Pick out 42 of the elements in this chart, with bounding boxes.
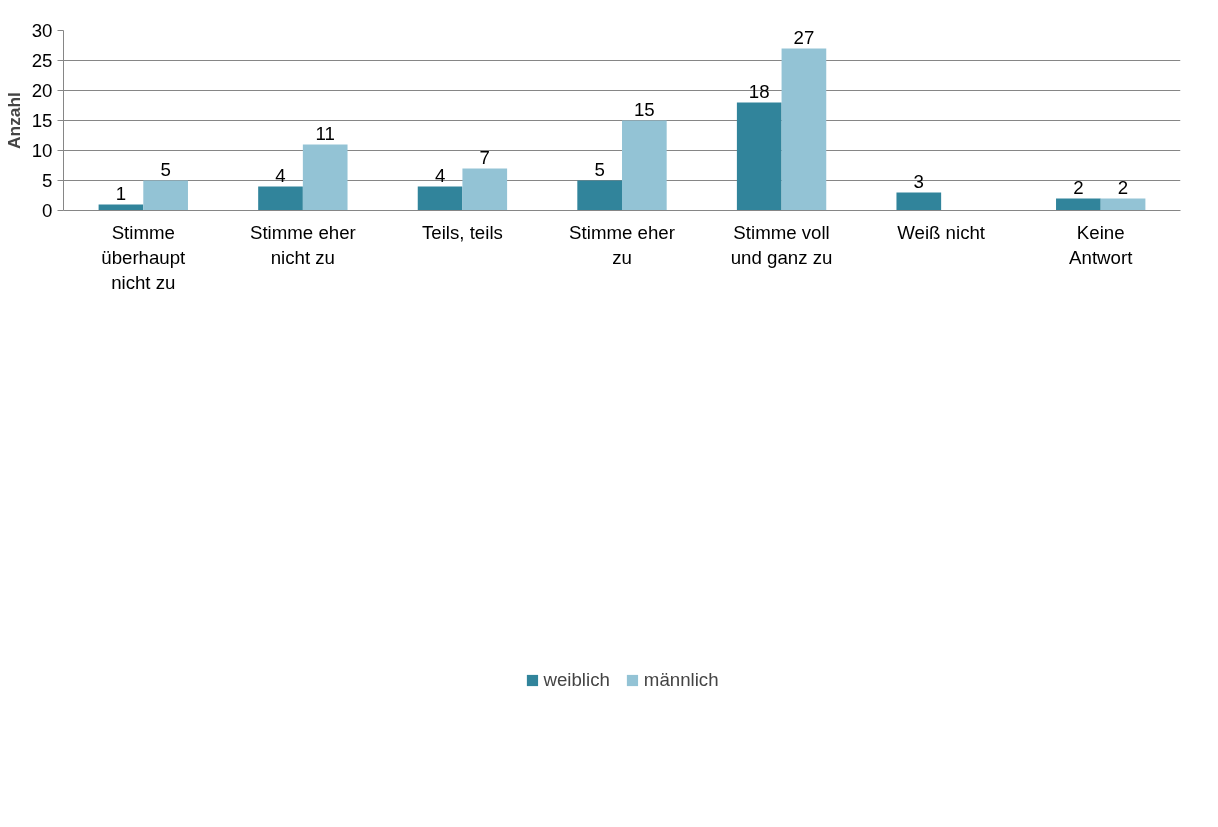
data-label: 5 — [160, 158, 171, 180]
x-tick-label: Stimme eher zu — [569, 221, 675, 268]
x-tick-label: Weiß nicht — [897, 221, 986, 243]
x-tick-label: Teils, teils — [422, 221, 503, 243]
data-label: 27 — [793, 26, 815, 48]
bar — [462, 168, 508, 211]
x-tick-label: Stimme voll und ganz zu — [730, 221, 833, 268]
y-tick-label: 5 — [42, 170, 53, 191]
data-label: 4 — [434, 164, 446, 186]
bar — [736, 102, 782, 211]
y-tick-label: 10 — [31, 140, 53, 161]
data-label: 7 — [479, 146, 490, 168]
data-label: 5 — [594, 158, 605, 180]
y-tick-label: 15 — [31, 110, 53, 131]
bar — [143, 180, 188, 211]
data-label: 11 — [315, 122, 335, 144]
bar — [577, 180, 622, 211]
data-label: 15 — [633, 98, 655, 120]
y-tick-label: 30 — [31, 20, 53, 41]
y-tick-label: 20 — [31, 80, 53, 101]
bar — [1100, 198, 1146, 211]
data-label: 1 — [115, 182, 127, 204]
y-tick-label: 0 — [42, 200, 53, 221]
bar — [1056, 198, 1101, 211]
y-axis-title: Anzahl — [3, 92, 24, 149]
data-label: 18 — [748, 80, 770, 102]
legend-label: weiblich — [543, 668, 610, 691]
bar — [896, 192, 942, 211]
bar — [622, 120, 667, 211]
data-label: 4 — [275, 164, 286, 186]
x-tick-label: Stimme überhaupt nicht zu — [101, 221, 187, 293]
data-label: 3 — [913, 170, 925, 192]
data-label: 2 — [1073, 176, 1084, 198]
bar — [417, 186, 463, 211]
legend-label: männlich — [643, 668, 719, 691]
bar — [258, 186, 303, 211]
bar — [302, 144, 348, 211]
data-label: 2 — [1117, 176, 1129, 198]
x-tick-label: Keine Antwort — [1069, 221, 1134, 268]
y-tick-label: 25 — [31, 50, 53, 71]
x-tick-label: Stimme eher nicht zu — [249, 221, 356, 268]
bar — [781, 48, 827, 211]
